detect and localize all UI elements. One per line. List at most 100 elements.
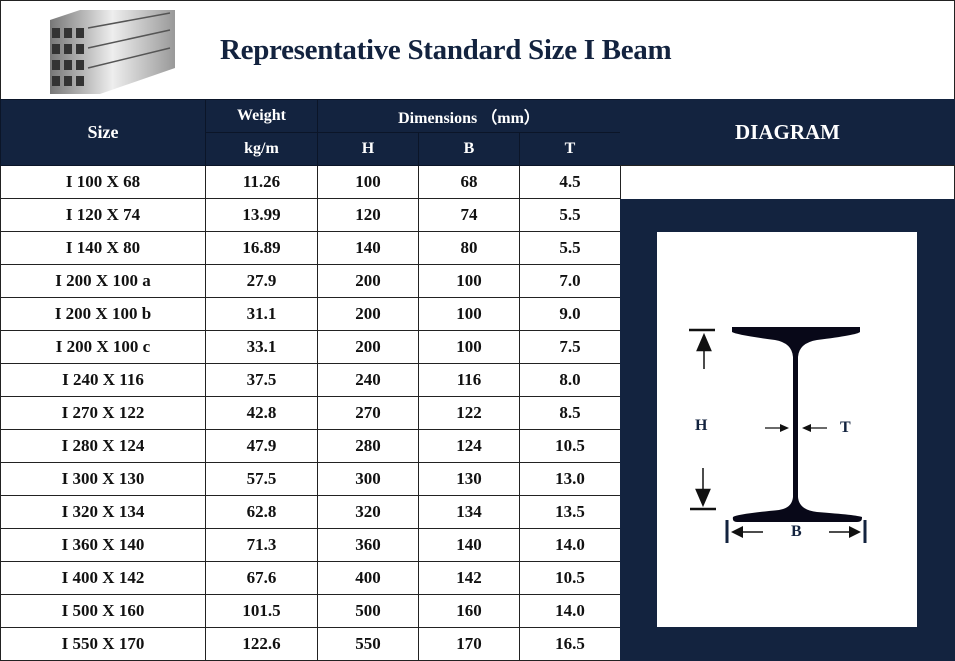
- header-size: Size: [0, 99, 206, 166]
- cell-size: I 200 X 100 c: [0, 330, 206, 364]
- table-row: I 360 X 140 71.3 360 140 14.0: [0, 528, 622, 562]
- cell-weight: 101.5: [205, 594, 318, 628]
- cell-t: 8.5: [518, 396, 622, 430]
- cell-size: I 200 X 100 a: [0, 264, 206, 298]
- i-beam-size-table: Size Weight Dimensions （mm） kg/m H B T I…: [0, 99, 622, 661]
- cell-weight: 62.8: [205, 495, 318, 529]
- cell-t: 10.5: [518, 561, 622, 595]
- cell-weight: 57.5: [205, 462, 318, 496]
- cell-h: 120: [317, 198, 419, 232]
- cell-h: 500: [317, 594, 419, 628]
- cell-weight: 33.1: [205, 330, 318, 364]
- cell-weight: 27.9: [205, 264, 318, 298]
- cell-t: 5.5: [518, 231, 622, 265]
- table-row: I 280 X 124 47.9 280 124 10.5: [0, 429, 622, 463]
- cell-b: 170: [418, 627, 520, 661]
- cell-weight: 67.6: [205, 561, 318, 595]
- table-row: I 400 X 142 67.6 400 142 10.5: [0, 561, 622, 595]
- cell-weight: 31.1: [205, 297, 318, 331]
- i-beam-stack-image: [50, 10, 175, 94]
- cell-t: 4.5: [518, 165, 622, 199]
- diagram-panel: H T B: [620, 199, 955, 661]
- cell-h: 100: [317, 165, 419, 199]
- cell-b: 124: [418, 429, 520, 463]
- cell-h: 550: [317, 627, 419, 661]
- cell-weight: 42.8: [205, 396, 318, 430]
- cell-size: I 200 X 100 b: [0, 297, 206, 331]
- cell-weight: 13.99: [205, 198, 318, 232]
- table-row: I 500 X 160 101.5 500 160 14.0: [0, 594, 622, 628]
- cell-t: 16.5: [518, 627, 622, 661]
- cell-h: 200: [317, 297, 419, 331]
- header-dimensions: Dimensions （mm）: [316, 99, 622, 133]
- cell-b: 160: [418, 594, 520, 628]
- cell-weight: 71.3: [205, 528, 318, 562]
- cell-t: 14.0: [518, 594, 622, 628]
- table-row: I 200 X 100 b 31.1 200 100 9.0: [0, 297, 622, 331]
- cell-size: I 140 X 80: [0, 231, 206, 265]
- cell-size: I 320 X 134: [0, 495, 206, 529]
- table-row: I 270 X 122 42.8 270 122 8.5: [0, 396, 622, 430]
- cell-t: 13.0: [518, 462, 622, 496]
- cell-b: 140: [418, 528, 520, 562]
- table-row: I 320 X 134 62.8 320 134 13.5: [0, 495, 622, 529]
- table-row: I 140 X 80 16.89 140 80 5.5: [0, 231, 622, 265]
- cell-size: I 300 X 130: [0, 462, 206, 496]
- header-diagram: DIAGRAM: [620, 99, 955, 166]
- cell-t: 8.0: [518, 363, 622, 397]
- table-row: I 240 X 116 37.5 240 116 8.0: [0, 363, 622, 397]
- cell-t: 7.0: [518, 264, 622, 298]
- cell-h: 200: [317, 264, 419, 298]
- cell-h: 400: [317, 561, 419, 595]
- cell-size: I 120 X 74: [0, 198, 206, 232]
- table-row: I 200 X 100 a 27.9 200 100 7.0: [0, 264, 622, 298]
- cell-size: I 400 X 142: [0, 561, 206, 595]
- cell-b: 80: [418, 231, 520, 265]
- cell-b: 142: [418, 561, 520, 595]
- cell-t: 10.5: [518, 429, 622, 463]
- cell-size: I 550 X 170: [0, 627, 206, 661]
- i-beam-diagram: H T B: [657, 232, 917, 627]
- cell-size: I 280 X 124: [0, 429, 206, 463]
- cell-t: 14.0: [518, 528, 622, 562]
- cell-h: 240: [317, 363, 419, 397]
- table-row: I 120 X 74 13.99 120 74 5.5: [0, 198, 622, 232]
- cell-b: 116: [418, 363, 520, 397]
- cell-size: I 270 X 122: [0, 396, 206, 430]
- cell-b: 74: [418, 198, 520, 232]
- cell-b: 134: [418, 495, 520, 529]
- header-weight-unit: kg/m: [205, 132, 318, 166]
- table-row: I 300 X 130 57.5 300 130 13.0: [0, 462, 622, 496]
- cell-t: 5.5: [518, 198, 622, 232]
- table-row: I 550 X 170 122.6 550 170 16.5: [0, 627, 622, 661]
- cell-size: I 240 X 116: [0, 363, 206, 397]
- cell-b: 68: [418, 165, 520, 199]
- cell-b: 130: [418, 462, 520, 496]
- cell-h: 280: [317, 429, 419, 463]
- cell-weight: 37.5: [205, 363, 318, 397]
- cell-h: 360: [317, 528, 419, 562]
- cell-b: 100: [418, 330, 520, 364]
- page-title: Representative Standard Size I Beam: [220, 34, 672, 66]
- table-row: I 200 X 100 c 33.1 200 100 7.5: [0, 330, 622, 364]
- cell-b: 122: [418, 396, 520, 430]
- diagram-label-h: H: [695, 417, 708, 434]
- cell-h: 200: [317, 330, 419, 364]
- cell-size: I 360 X 140: [0, 528, 206, 562]
- cell-h: 270: [317, 396, 419, 430]
- cell-size: I 100 X 68: [0, 165, 206, 199]
- i-beam-cross-section-icon: [689, 327, 867, 543]
- diagram-label-t: T: [840, 419, 851, 436]
- cell-weight: 16.89: [205, 231, 318, 265]
- cell-h: 140: [317, 231, 419, 265]
- header-weight: Weight: [205, 99, 318, 133]
- diagram-label-b: B: [791, 523, 802, 540]
- cell-h: 320: [317, 495, 419, 529]
- header-b: B: [418, 132, 520, 166]
- cell-b: 100: [418, 264, 520, 298]
- header-t: T: [518, 132, 622, 166]
- cell-t: 9.0: [518, 297, 622, 331]
- cell-t: 7.5: [518, 330, 622, 364]
- header-h: H: [317, 132, 419, 166]
- cell-t: 13.5: [518, 495, 622, 529]
